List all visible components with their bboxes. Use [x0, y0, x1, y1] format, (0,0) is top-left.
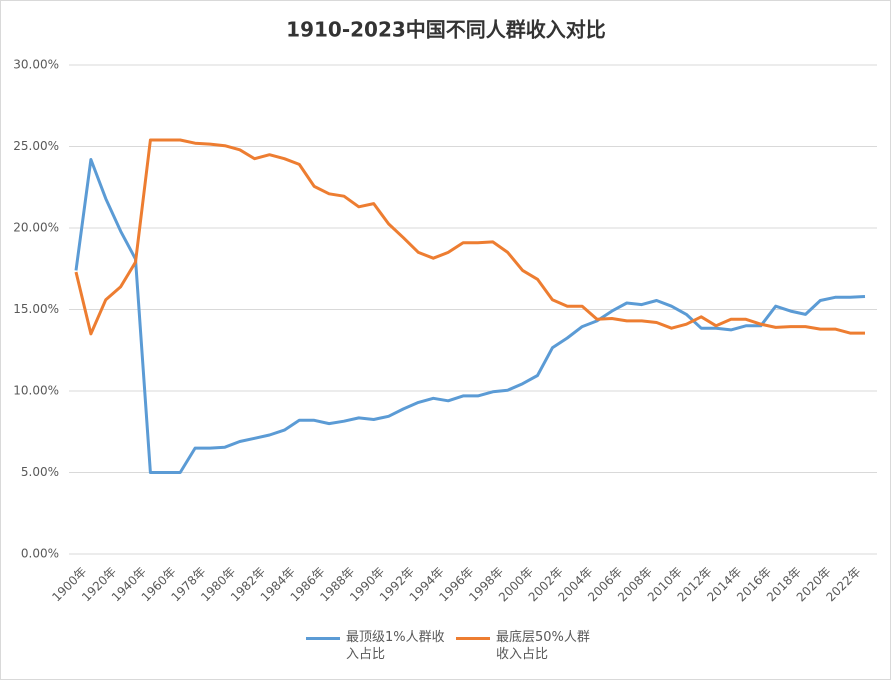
y-tick-label: 5.00%	[21, 465, 59, 479]
y-tick-label: 0.00%	[21, 547, 59, 561]
legend-label: 最顶级1%人群收入占比	[346, 630, 445, 662]
line-series	[74, 138, 865, 336]
y-tick-label: 15.00%	[13, 302, 59, 316]
y-tick-label: 25.00%	[13, 139, 59, 153]
legend-item: 最顶级1%人群收入占比	[306, 629, 446, 663]
legend-swatch	[306, 637, 340, 640]
legend-swatch	[456, 637, 490, 640]
legend-item: 最底层50%人群收入占比	[456, 629, 596, 663]
y-tick-label: 10.00%	[13, 384, 59, 398]
y-tick-label: 20.00%	[13, 221, 59, 235]
legend-label: 最底层50%人群收入占比	[496, 630, 590, 662]
chart-title: 1910-2023中国不同人群收入对比	[286, 18, 606, 42]
line-series	[74, 158, 866, 474]
legend: 最顶级1%人群收入占比 最底层50%人群收入占比	[306, 629, 596, 663]
y-tick-label: 30.00%	[13, 58, 59, 72]
